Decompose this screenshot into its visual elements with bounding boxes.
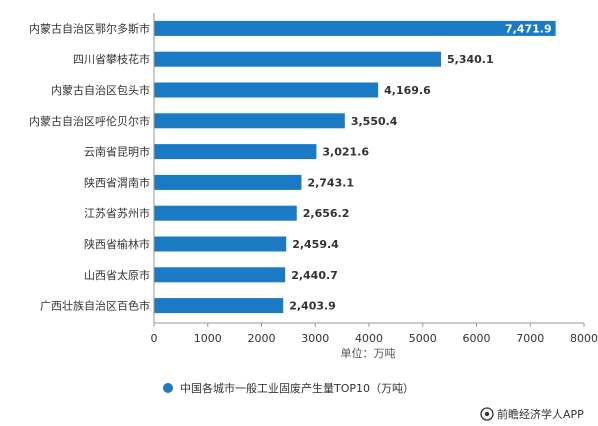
value-label: 2,656.2 [303,207,350,220]
bar [154,298,284,314]
bars-layer [154,20,556,314]
x-axis: 0 1000 2000 3000 4000 5000 6000 7000 8000 [151,13,598,345]
value-labels-layer: 7,471.9 5,340.1 4,169.6 3,550.4 3,021.6 2,743… [289,22,551,312]
value-label: 3,021.6 [322,146,369,159]
value-label: 3,550.4 [351,115,398,128]
value-label: 4,169.6 [384,84,431,97]
bar [154,82,379,98]
bar [154,174,302,190]
category-label: 陕西省榆林市 [84,237,150,251]
source-text: 前瞻经济学人APP [497,407,584,421]
category-label: 山西省太原市 [84,268,150,282]
category-label: 四川省攀枝花市 [73,52,150,66]
bar [154,236,287,252]
category-label: 内蒙古自治区包头市 [51,83,150,97]
x-axis-title: 单位：万吨 [341,346,396,360]
value-label: 7,471.9 [505,22,552,35]
camera-lens-icon [480,407,494,421]
category-label: 广西壮族自治区百色市 [40,299,150,313]
value-label: 2,403.9 [289,300,336,313]
value-label: 2,459.4 [292,238,339,251]
x-tick-label: 0 [151,332,158,345]
bar [154,113,345,129]
x-tick-label: 4000 [355,332,383,345]
category-label: 陕西省渭南市 [84,175,150,189]
category-label: 云南省昆明市 [84,145,150,159]
category-label: 内蒙古自治区鄂尔多斯市 [29,21,150,35]
x-tick-label: 2000 [248,332,276,345]
x-tick-label: 8000 [570,332,598,345]
x-tick-label: 3000 [301,332,329,345]
x-tick-label: 1000 [194,332,222,345]
value-label: 2,743.1 [307,176,354,189]
value-label: 2,440.7 [291,269,338,282]
legend: 中国各城市一般工业固废产生量TOP10（万吨） [163,381,414,395]
x-tick-label: 5000 [409,332,437,345]
category-label: 内蒙古自治区呼伦贝尔市 [29,114,150,128]
x-tick-label: 6000 [463,332,491,345]
bar [154,20,556,36]
value-label: 5,340.1 [447,53,494,66]
x-tick-label: 7000 [516,332,544,345]
category-label: 江苏省苏州市 [84,206,150,220]
bar [154,267,286,283]
bar [154,51,442,67]
source-credit: 前瞻经济学人APP [480,407,584,421]
bar [154,205,297,221]
legend-label: 中国各城市一般工业固废产生量TOP10（万吨） [180,381,414,395]
legend-swatch [163,383,173,393]
category-labels-layer: 内蒙古自治区鄂尔多斯市四川省攀枝花市内蒙古自治区包头市内蒙古自治区呼伦贝尔市云南… [29,21,150,312]
bar [154,144,317,160]
